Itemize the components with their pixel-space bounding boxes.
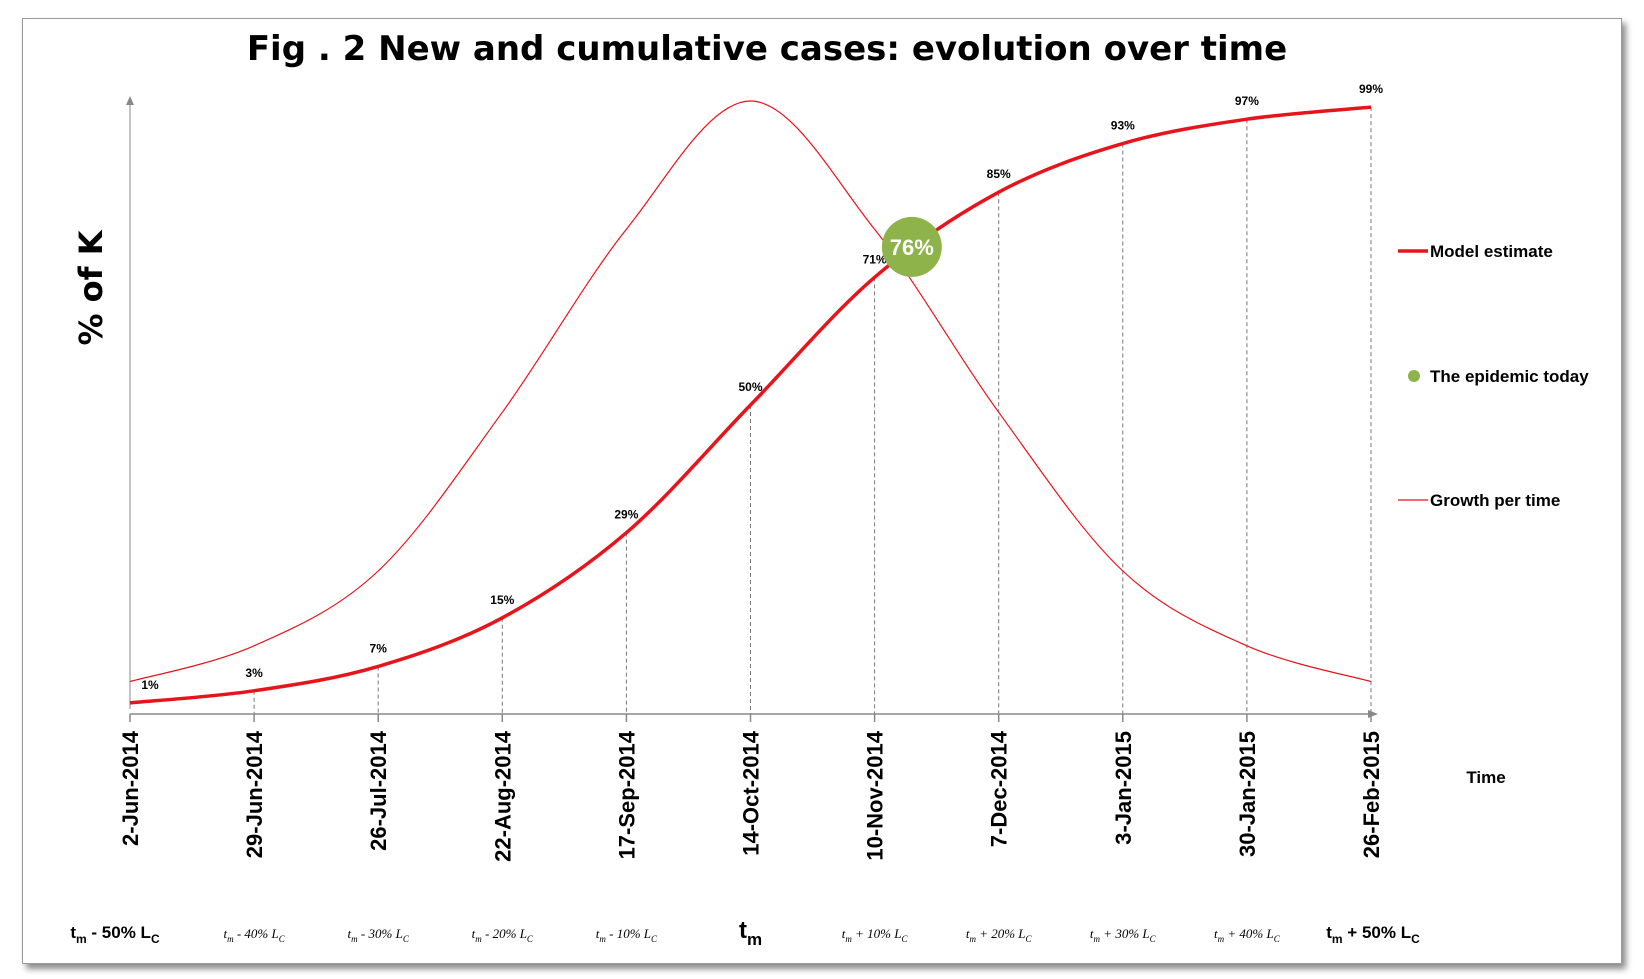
secondary-x-label: tm [739, 917, 762, 949]
data-label: 15% [490, 593, 514, 607]
x-tick-label: 30-Jan-2015 [1235, 731, 1260, 857]
secondary-x-label: tm + 30% LC [1090, 926, 1157, 944]
legend-label-today: The epidemic today [1430, 367, 1589, 386]
secondary-x-label: tm - 20% LC [472, 926, 534, 944]
data-label: 7% [370, 641, 388, 655]
chart-frame [22, 18, 1622, 964]
x-ticks [129, 714, 1372, 722]
secondary-x-label: tm - 50% LC [70, 923, 160, 946]
x-tick-label: 2-Jun-2014 [118, 730, 143, 846]
today-marker: 76% [881, 216, 942, 277]
secondary-x-label: tm + 20% LC [966, 926, 1033, 944]
secondary-x-labels: tm - 50% LC tm - 40% LC tm - 30% LC tm - 20… [70, 917, 1420, 949]
secondary-x-label: tm - 30% LC [348, 926, 410, 944]
data-label: 50% [738, 380, 762, 394]
x-tick-label: 22-Aug-2014 [490, 730, 515, 862]
legend-label-model-estimate: Model estimate [1430, 242, 1553, 261]
y-axis-label: % of K [72, 229, 110, 345]
legend-swatch-today [1408, 370, 1420, 382]
secondary-x-label: tm - 40% LC [223, 926, 285, 944]
data-label: 71% [863, 252, 887, 266]
x-tick-label: 29-Jun-2014 [242, 730, 267, 858]
drop-lines [253, 107, 1372, 714]
x-tick-label: 14-Oct-2014 [739, 730, 764, 856]
x-axis-label: Time [1466, 768, 1505, 787]
secondary-x-label: tm + 50% LC [1326, 923, 1420, 946]
x-tick-label: 3-Jan-2015 [1111, 731, 1136, 845]
chart-title: Fig . 2 New and cumulative cases: evolut… [247, 29, 1287, 69]
x-tick-label: 7-Dec-2014 [987, 730, 1012, 847]
x-tick-labels: 2-Jun-2014 29-Jun-2014 26-Jul-2014 22-Aug-2… [118, 730, 1384, 862]
x-tick-label: 17-Sep-2014 [614, 730, 639, 859]
legend: Model estimate The epidemic today Growth… [1398, 242, 1589, 510]
point-labels: 1% 3% 7% 15% 29% 50% 71% 85% 93% 97% 99% [141, 82, 1383, 692]
today-marker-label: 76% [890, 235, 934, 260]
x-tick-label: 26-Jul-2014 [366, 730, 391, 851]
x-tick-label: 26-Feb-2015 [1359, 731, 1384, 858]
data-label: 93% [1111, 119, 1135, 133]
series-line-model-estimate [129, 105, 1372, 705]
secondary-x-label: tm - 10% LC [596, 926, 658, 944]
data-label: 97% [1235, 94, 1259, 108]
legend-label-growth-per-time: Growth per time [1430, 491, 1560, 510]
today-marker-circle [881, 216, 942, 277]
data-label: 29% [614, 508, 638, 522]
secondary-x-label: tm + 10% LC [842, 926, 909, 944]
series-line-growth-per-time [129, 100, 1372, 683]
x-tick-label: 10-Nov-2014 [863, 730, 888, 860]
x-axis-arrow [1368, 710, 1378, 718]
y-axis-arrow [126, 96, 134, 105]
secondary-x-label: tm + 40% LC [1214, 926, 1281, 944]
data-label: 1% [141, 678, 159, 692]
data-label: 3% [245, 666, 263, 680]
data-label: 99% [1359, 82, 1383, 96]
data-label: 85% [987, 167, 1011, 181]
